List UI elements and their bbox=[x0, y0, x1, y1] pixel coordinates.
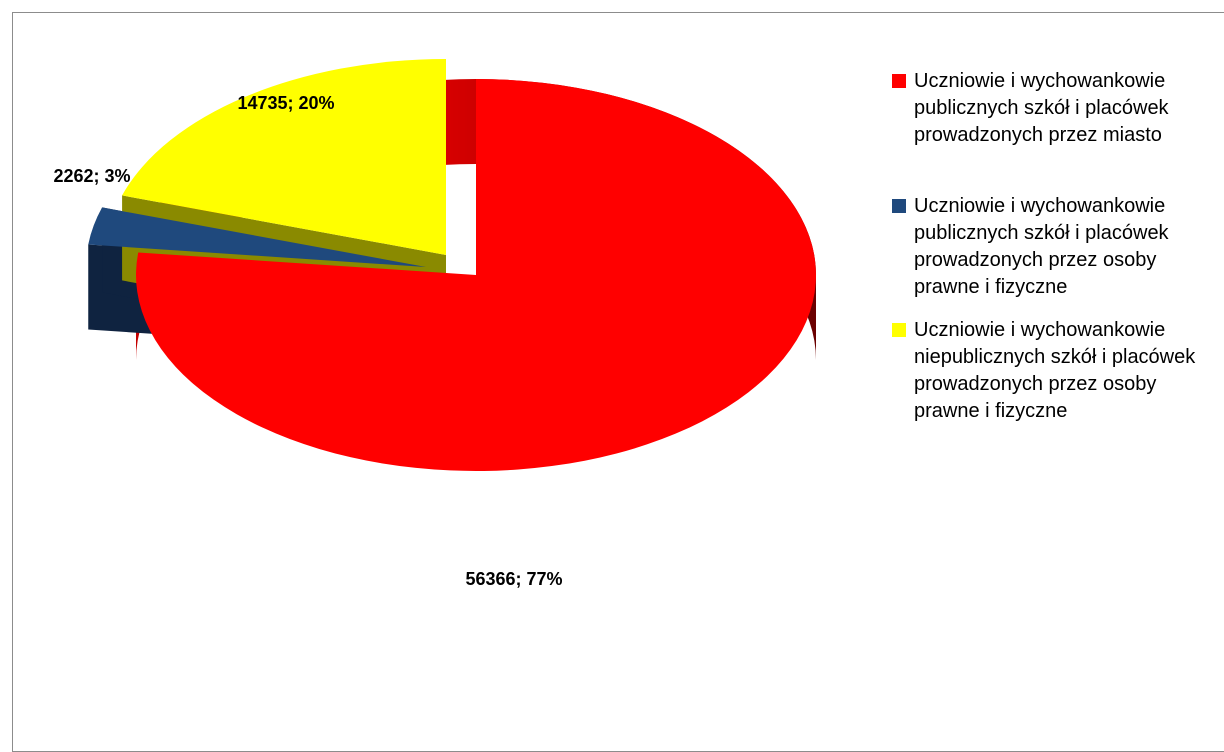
legend-text: prowadzonych przez miasto bbox=[914, 124, 1162, 146]
legend-swatch-blue bbox=[892, 199, 906, 213]
legend: Uczniowie i wychowankowie publicznych sz… bbox=[892, 68, 1224, 425]
legend-text: prawne i fizyczne bbox=[914, 400, 1068, 422]
legend-text: prowadzonych przez osoby bbox=[914, 249, 1157, 271]
legend-item-niepubliczne: Uczniowie i wychowankowie niepublicznych… bbox=[892, 317, 1224, 425]
pie-chart: 56366; 77% 2262; 3% 14735; 20% bbox=[53, 59, 817, 589]
pie-slice bbox=[135, 79, 817, 471]
legend-text: prawne i fizyczne bbox=[914, 276, 1068, 298]
pie-slice bbox=[88, 207, 426, 267]
legend-text: prowadzonych przez osoby bbox=[914, 373, 1157, 395]
legend-swatch-yellow bbox=[892, 323, 906, 337]
legend-text: niepublicznych szkół i placówek bbox=[914, 346, 1196, 368]
data-label: 2262; 3% bbox=[53, 166, 130, 186]
pie-slice bbox=[122, 59, 446, 255]
legend-text: Uczniowie i wychowankowie bbox=[914, 70, 1166, 92]
legend-text: publicznych szkół i placówek bbox=[914, 222, 1169, 244]
data-label: 14735; 20% bbox=[237, 93, 334, 113]
data-label: 56366; 77% bbox=[465, 569, 562, 589]
legend-text: Uczniowie i wychowankowie bbox=[914, 195, 1166, 217]
legend-item-osoby-publiczne: Uczniowie i wychowankowie publicznych sz… bbox=[892, 193, 1224, 301]
legend-text: publicznych szkół i placówek bbox=[914, 97, 1169, 119]
legend-swatch-red bbox=[892, 74, 906, 88]
legend-item-miasto: Uczniowie i wychowankowie publicznych sz… bbox=[892, 68, 1224, 149]
legend-text: Uczniowie i wychowankowie bbox=[914, 319, 1166, 341]
